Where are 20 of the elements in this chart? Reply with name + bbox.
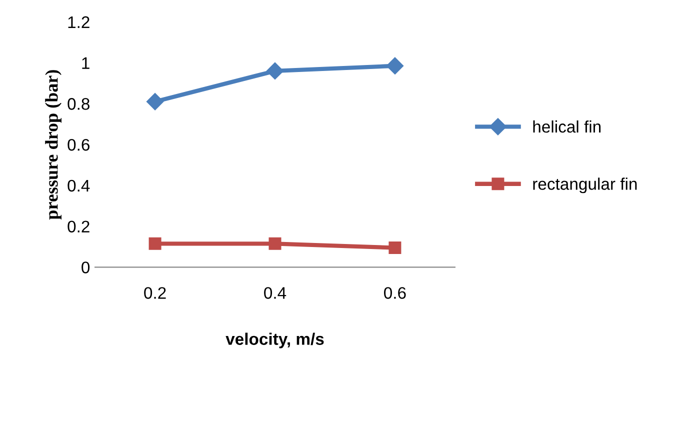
y-tick-label: 0.2: [68, 220, 90, 233]
y-tick-label: 1: [82, 57, 90, 69]
point: [388, 242, 402, 254]
y-tick-label: 1.2: [68, 16, 90, 28]
x-tick-label: 0.6: [384, 287, 406, 299]
point: [268, 237, 282, 250]
y-axis-title: pressure drop (bar): [45, 70, 62, 220]
x-tick-label: 0.2: [144, 287, 166, 299]
legend-label: helical fin: [533, 120, 601, 133]
point: [266, 62, 284, 80]
y-tick-label: 0.4: [68, 180, 90, 192]
point: [148, 237, 162, 250]
y-tick-label: 0.6: [68, 138, 90, 151]
x-tick-label: 0.4: [264, 287, 286, 299]
point: [386, 57, 404, 74]
y-tick-label: 0.8: [68, 98, 90, 110]
point: [146, 93, 164, 110]
legend-label: rectangular fin: [533, 178, 637, 194]
y-tick-label: 0: [82, 262, 90, 274]
x-axis-title: velocity, m/s: [226, 332, 324, 348]
